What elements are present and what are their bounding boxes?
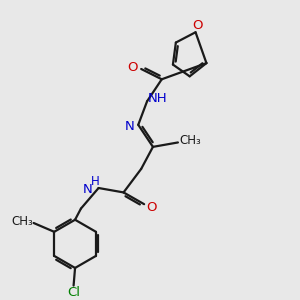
Text: O: O [128,61,138,74]
Text: H: H [91,175,100,188]
Text: CH₃: CH₃ [12,215,33,228]
Text: N: N [124,120,134,133]
Text: NH: NH [148,92,167,105]
Text: N: N [82,183,92,196]
Text: Cl: Cl [67,286,80,298]
Text: O: O [146,201,157,214]
Text: CH₃: CH₃ [179,134,201,148]
Text: O: O [192,19,202,32]
